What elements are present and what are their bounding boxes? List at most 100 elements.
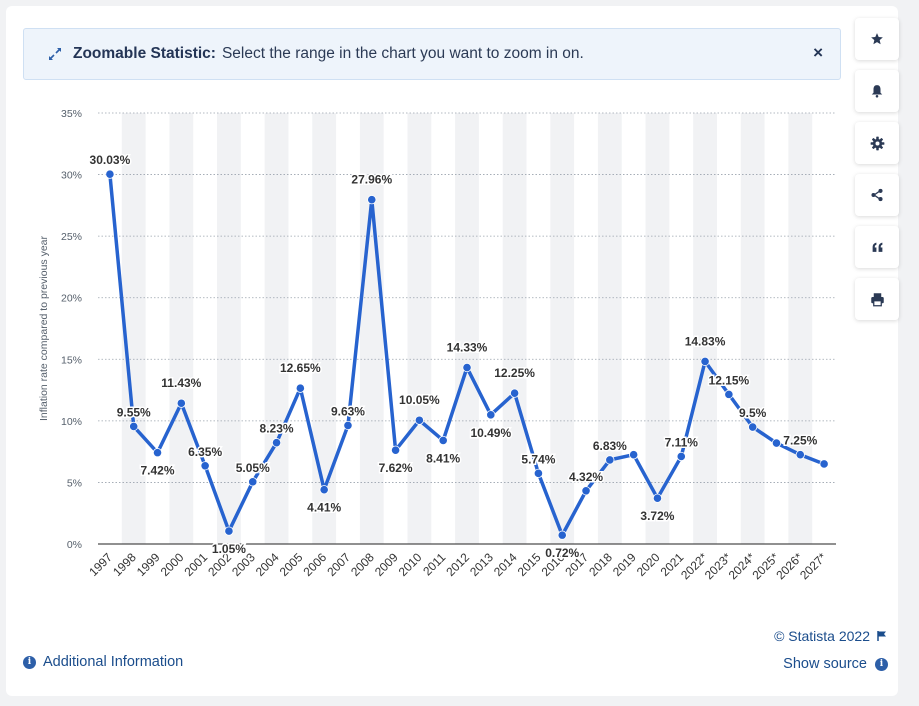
x-tick-label: 2023* xyxy=(702,550,734,582)
x-tick-label: 2014 xyxy=(491,550,520,579)
banner-title: Zoomable Statistic: xyxy=(73,45,216,62)
data-label: 7.11% xyxy=(665,435,699,449)
data-point xyxy=(462,362,472,373)
x-tick-label: 2015 xyxy=(515,550,544,579)
data-point xyxy=(367,195,377,205)
data-point xyxy=(438,435,448,446)
data-label: 6.83% xyxy=(593,439,627,453)
x-tick-label: 2013 xyxy=(467,550,496,579)
print-icon xyxy=(870,292,884,306)
data-point xyxy=(605,455,615,465)
y-tick-label: 25% xyxy=(61,231,82,243)
data-label: 0.72% xyxy=(545,546,579,560)
data-label: 5.74% xyxy=(521,452,555,466)
data-point xyxy=(176,398,186,408)
x-tick-label: 2006 xyxy=(301,550,330,579)
x-tick-label: 2027* xyxy=(797,550,829,582)
x-tick-label: 2000 xyxy=(158,550,187,579)
quote-icon xyxy=(872,242,882,252)
gear-icon xyxy=(870,136,884,150)
x-tick-label: 2024* xyxy=(726,550,758,582)
y-tick-label: 5% xyxy=(67,477,82,489)
x-tick-label: 2010 xyxy=(396,550,425,579)
column-band xyxy=(407,113,432,544)
x-tick-label: 1997 xyxy=(86,550,115,579)
data-label: 11.43% xyxy=(161,376,201,390)
data-label: 4.32% xyxy=(569,470,603,484)
y-tick-label: 0% xyxy=(67,539,82,551)
data-label: 30.03% xyxy=(90,153,131,167)
x-tick-label: 2012 xyxy=(443,550,472,579)
data-point xyxy=(700,356,710,366)
notification-button[interactable] xyxy=(855,70,899,112)
column-band xyxy=(645,113,670,544)
data-label: 4.41% xyxy=(307,501,341,515)
x-tick-label: 2018 xyxy=(586,550,615,579)
data-point xyxy=(105,169,115,179)
data-point xyxy=(343,420,353,431)
column-band xyxy=(264,113,289,544)
data-label: 3.72% xyxy=(640,509,674,523)
y-tick-label: 30% xyxy=(61,170,82,182)
y-tick-label: 10% xyxy=(61,416,82,428)
data-label: 8.41% xyxy=(426,451,460,465)
column-band xyxy=(502,113,527,544)
show-source-label: Show source xyxy=(783,656,867,672)
show-source-link[interactable]: Show source i xyxy=(783,656,888,672)
data-point xyxy=(200,461,210,471)
data-label: 1.05% xyxy=(212,542,246,556)
banner-text: Select the range in the chart you want t… xyxy=(221,45,584,62)
data-point xyxy=(248,477,258,487)
x-tick-label: 2001 xyxy=(181,550,210,579)
data-point xyxy=(724,389,734,399)
data-label: 7.42% xyxy=(141,464,175,478)
x-tick-label: 2011 xyxy=(420,550,448,578)
column-band xyxy=(550,113,575,544)
print-button[interactable] xyxy=(855,278,899,320)
additional-information-link[interactable]: i Additional Information xyxy=(23,654,183,670)
data-label: 14.83% xyxy=(685,334,726,348)
data-label: 10.49% xyxy=(470,426,511,440)
data-label: 10.05% xyxy=(399,393,440,407)
data-label: 7.25% xyxy=(783,434,817,448)
x-tick-label: 2005 xyxy=(277,550,306,579)
data-point xyxy=(748,422,758,432)
share-icon xyxy=(871,188,883,202)
x-tick-label: 1999 xyxy=(134,550,163,579)
data-point xyxy=(414,415,424,425)
settings-button[interactable] xyxy=(855,122,899,164)
data-point xyxy=(129,421,139,431)
data-label: 7.62% xyxy=(379,461,413,475)
column-band xyxy=(312,113,337,544)
data-label: 9.55% xyxy=(117,405,151,419)
data-label: 12.25% xyxy=(494,366,535,380)
data-label: 27.96% xyxy=(351,173,392,187)
data-point xyxy=(510,388,520,398)
copyright-label: © Statista 2022 xyxy=(774,628,870,644)
y-tick-label: 20% xyxy=(61,293,82,305)
data-label: 5.05% xyxy=(236,461,270,475)
data-point xyxy=(271,438,282,448)
data-point xyxy=(819,459,829,469)
data-label: 14.33% xyxy=(447,341,488,355)
share-button[interactable] xyxy=(855,174,899,216)
data-point xyxy=(319,485,329,495)
x-tick-label: 1998 xyxy=(110,550,139,579)
x-tick-label: 2025* xyxy=(750,550,782,582)
column-band xyxy=(121,113,146,544)
data-point xyxy=(152,448,163,458)
data-point xyxy=(557,530,567,540)
data-label: 8.23% xyxy=(260,422,294,436)
data-point xyxy=(533,468,544,478)
y-tick-label: 35% xyxy=(61,108,82,120)
favorite-button[interactable] xyxy=(855,18,899,60)
data-label: 12.15% xyxy=(709,373,750,387)
close-banner-button[interactable]: × xyxy=(813,43,823,62)
cite-button[interactable] xyxy=(855,226,899,268)
x-tick-label: 2004 xyxy=(253,550,282,579)
data-point xyxy=(652,493,663,503)
expand-icon xyxy=(49,48,61,60)
zoom-banner: Zoomable Statistic: Select the range in … xyxy=(23,28,841,80)
flag-icon[interactable] xyxy=(876,630,888,642)
